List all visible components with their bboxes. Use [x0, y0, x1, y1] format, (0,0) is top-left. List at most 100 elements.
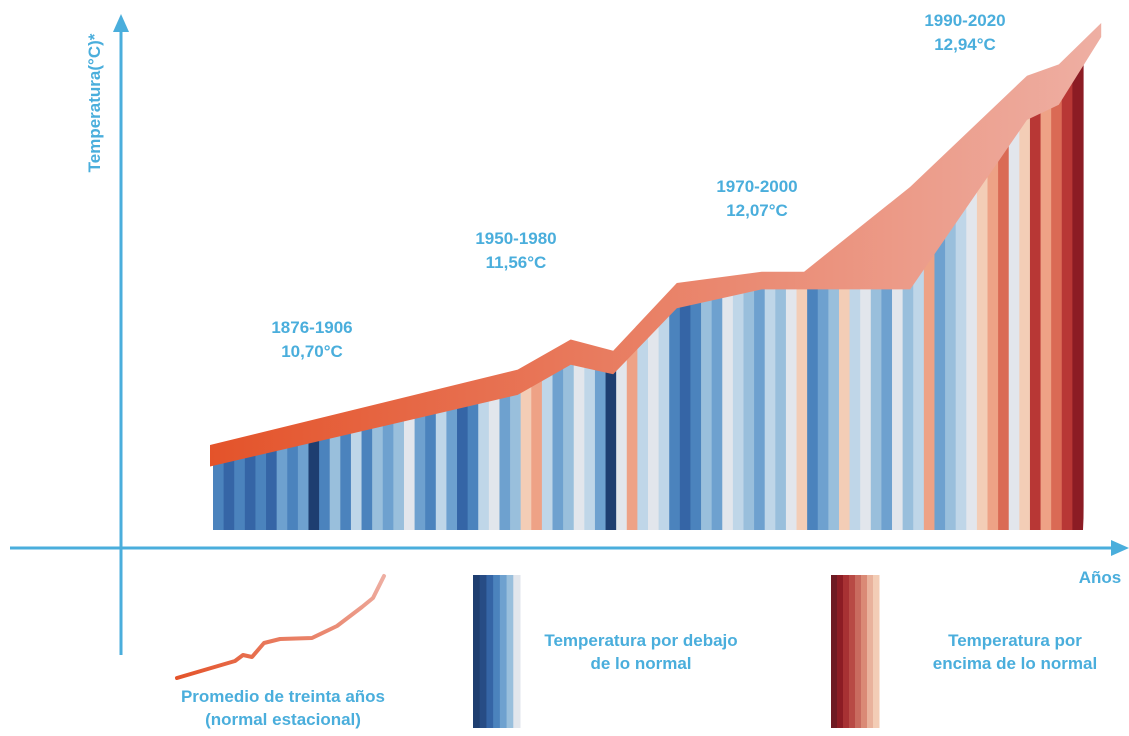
legend-below-label-1: Temperatura por debajo — [544, 631, 737, 650]
temperature-stripe — [637, 30, 649, 530]
temperature-stripe — [329, 30, 341, 530]
temperature-stripe — [1051, 30, 1063, 530]
temperature-stripe — [955, 30, 967, 530]
annotation-1970-2000: 1970-2000 12,07°C — [716, 177, 797, 220]
temperature-stripe — [626, 30, 638, 530]
temperature-stripe — [1019, 30, 1031, 530]
temperature-stripe — [393, 30, 405, 530]
legend-below-label-2: de lo normal — [590, 654, 691, 673]
legend-normal: Promedio de treinta años (normal estacio… — [175, 574, 386, 729]
temperature-stripe — [764, 30, 776, 530]
legend-normal-label-1: Promedio de treinta años — [181, 687, 385, 706]
temperature-stripe — [584, 30, 596, 530]
temperature-stripe — [1072, 30, 1084, 530]
legend-swatch-stripe — [831, 575, 838, 728]
temperature-stripe — [616, 30, 628, 530]
y-axis-label: Temperatura(°C)* — [85, 33, 104, 172]
x-axis-arrow-icon — [1111, 540, 1129, 556]
temperature-stripe — [372, 30, 384, 530]
annotation-value: 12,94°C — [934, 35, 996, 54]
x-axis — [10, 540, 1129, 556]
annotation-period: 1876-1906 — [271, 318, 352, 337]
temperature-stripe — [923, 30, 936, 530]
annotation-1950-1980: 1950-1980 11,56°C — [475, 229, 556, 272]
legend-above-label-2: encima de lo normal — [933, 654, 1097, 673]
legend-above: Temperatura por encima de lo normal — [831, 575, 1097, 728]
temperature-stripe — [361, 30, 373, 530]
legend-normal-line-icon — [175, 574, 386, 680]
annotation-value: 12,07°C — [726, 201, 788, 220]
legend-above-swatch — [831, 575, 880, 728]
temperature-stripe — [1029, 30, 1042, 530]
legend-swatch-stripe — [867, 575, 874, 728]
temperature-stripe — [552, 30, 564, 530]
temperature-stripe — [594, 30, 607, 530]
temperature-stripe — [987, 30, 999, 530]
temperature-stripe — [414, 30, 426, 530]
annotation-1990-2020: 1990-2020 12,94°C — [924, 11, 1005, 54]
temperature-stripe — [669, 30, 681, 530]
temperature-stripe — [605, 30, 617, 530]
temperature-stripe — [403, 30, 416, 530]
temperature-stripe — [732, 30, 745, 530]
temperature-stripe — [573, 30, 585, 530]
temperature-stripe — [467, 30, 479, 530]
annotation-value: 11,56°C — [486, 253, 547, 272]
annotation-period: 1970-2000 — [716, 177, 797, 196]
temperature-stripe — [446, 30, 458, 530]
temperature-stripe — [743, 30, 755, 530]
temperature-stripe — [775, 30, 787, 530]
normal-line — [210, 23, 1102, 467]
temperature-stripes — [213, 30, 1084, 530]
legend-swatch-stripe — [849, 575, 856, 728]
temperature-stripe — [319, 30, 331, 530]
temperature-stripe — [966, 30, 978, 530]
temperature-stripe — [945, 30, 957, 530]
temperature-stripe — [722, 30, 734, 530]
annotation-1876-1906: 1876-1906 10,70°C — [271, 318, 352, 361]
legend-swatch-stripe — [513, 575, 521, 728]
temperature-stripe — [785, 30, 798, 530]
y-axis-arrow-icon — [113, 14, 129, 32]
temperature-stripe — [754, 30, 766, 530]
temperature-stripe — [350, 30, 363, 530]
temperature-stripe — [297, 30, 310, 530]
legend-swatch-stripe — [843, 575, 850, 728]
temperature-stripe — [658, 30, 670, 530]
temperature-stripe — [1061, 30, 1073, 530]
legend-below: Temperatura por debajo de lo normal — [473, 575, 738, 728]
annotation-value: 10,70°C — [281, 342, 343, 361]
temperature-stripe — [435, 30, 448, 530]
legend-swatch-stripe — [479, 575, 487, 728]
temperature-stripe — [308, 30, 320, 530]
temperature-stripe — [340, 30, 352, 530]
temperature-stripe — [287, 30, 299, 530]
temperature-stripe — [1040, 30, 1052, 530]
x-axis-label: Años — [1079, 568, 1122, 587]
temperature-stripe — [913, 30, 925, 530]
legend-swatch-stripe — [473, 575, 481, 728]
temperature-stripe — [690, 30, 702, 530]
temperature-stripe — [701, 30, 713, 530]
legend-swatch-stripe — [861, 575, 868, 728]
temperature-stripe — [1008, 30, 1020, 530]
legend-below-swatch — [473, 575, 521, 728]
legend-swatch-stripe — [499, 575, 508, 728]
legend-swatch-stripe — [506, 575, 514, 728]
legend-swatch-stripe — [855, 575, 862, 728]
temperature-stripe — [796, 30, 808, 530]
legend-swatch-stripe — [837, 575, 844, 728]
temperature-stripe — [976, 30, 989, 530]
annotation-period: 1990-2020 — [924, 11, 1005, 30]
temperature-stripe — [425, 30, 437, 530]
temperature-stripe — [648, 30, 660, 530]
legend-normal-label-2: (normal estacional) — [205, 710, 361, 729]
temperature-stripe — [934, 30, 946, 530]
y-axis — [113, 14, 129, 655]
legend-above-label-1: Temperatura por — [948, 631, 1082, 650]
temperature-stripe — [679, 30, 692, 530]
annotation-period: 1950-1980 — [475, 229, 556, 248]
temperature-stripe — [563, 30, 575, 530]
